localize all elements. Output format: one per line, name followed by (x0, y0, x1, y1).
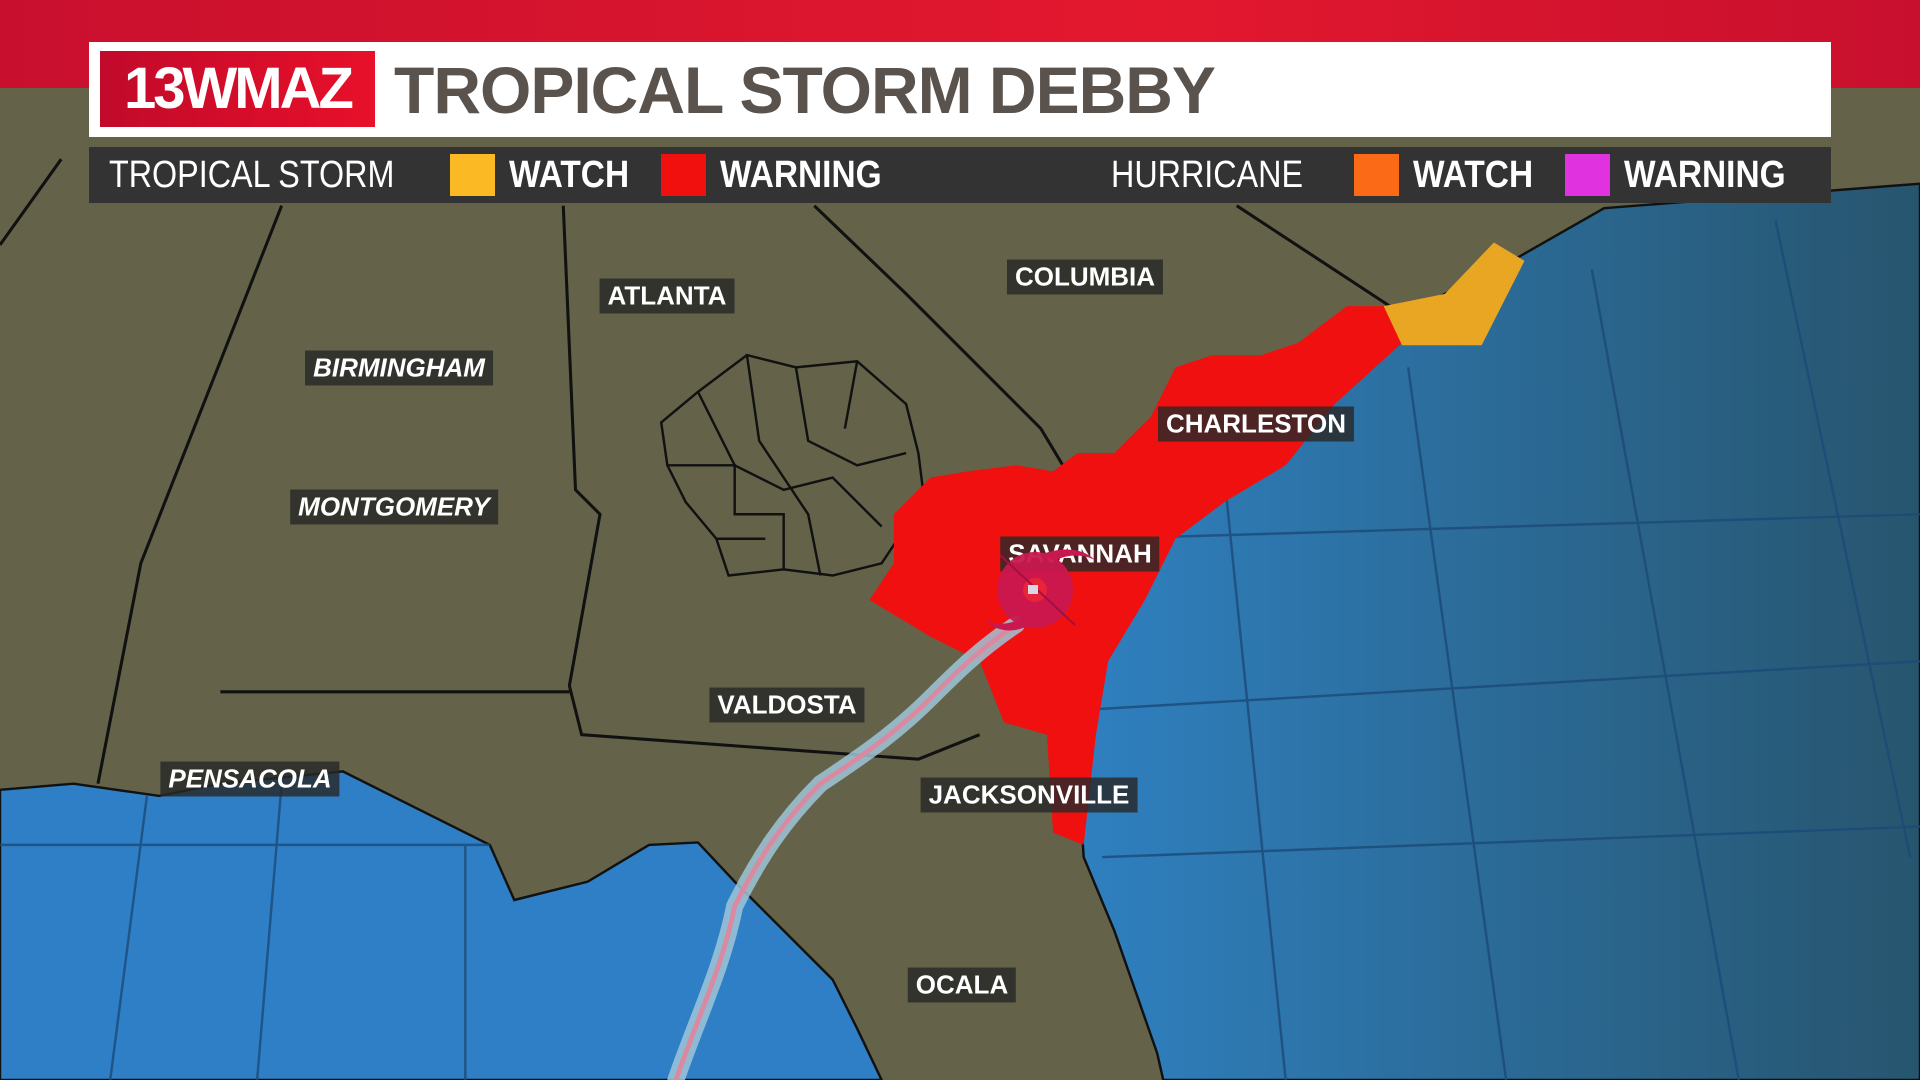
h-warning-swatch (1565, 154, 1610, 196)
city-label-pensacola: PENSACOLA (160, 761, 340, 797)
state-borders (0, 158, 1391, 784)
city-label-jacksonville: JACKSONVILLE (920, 777, 1138, 813)
city-label-valdosta: VALDOSTA (709, 687, 865, 723)
ts-warning-swatch (661, 154, 706, 196)
legend-tropical-storm-label: TROPICAL STORM (109, 154, 395, 196)
city-label-birmingham: BIRMINGHAM (305, 350, 493, 386)
legend-ts-warning: WARNING (720, 154, 882, 196)
legend-ts-watch: WATCH (509, 154, 630, 196)
city-label-ocala: OCALA (907, 967, 1017, 1003)
ts-watch-swatch (450, 154, 495, 196)
city-label-montgomery: MONTGOMERY (290, 489, 498, 525)
h-watch-swatch (1354, 154, 1399, 196)
legend-h-warning: WARNING (1624, 154, 1786, 196)
city-label-columbia: COLUMBIA (1006, 259, 1164, 295)
legend-bar: TROPICAL STORM WATCH WARNING HURRICANE W… (89, 147, 1831, 203)
tropical-storm-icon (985, 549, 1095, 631)
page-title: TROPICAL STORM DEBBY (394, 53, 1216, 127)
station-logo: 13WMAZ (100, 51, 375, 127)
legend-hurricane-label: HURRICANE (1111, 154, 1304, 196)
header-bar: 13WMAZ TROPICAL STORM DEBBY (89, 42, 1831, 137)
legend-h-watch: WATCH (1413, 154, 1534, 196)
city-label-charleston: CHARLESTON (1157, 406, 1355, 442)
tropical-storm-watch-area (1383, 242, 1525, 346)
storm-track-line (673, 622, 1018, 1080)
ocean-grid (0, 220, 1920, 1080)
city-label-atlanta: ATLANTA (599, 278, 735, 314)
